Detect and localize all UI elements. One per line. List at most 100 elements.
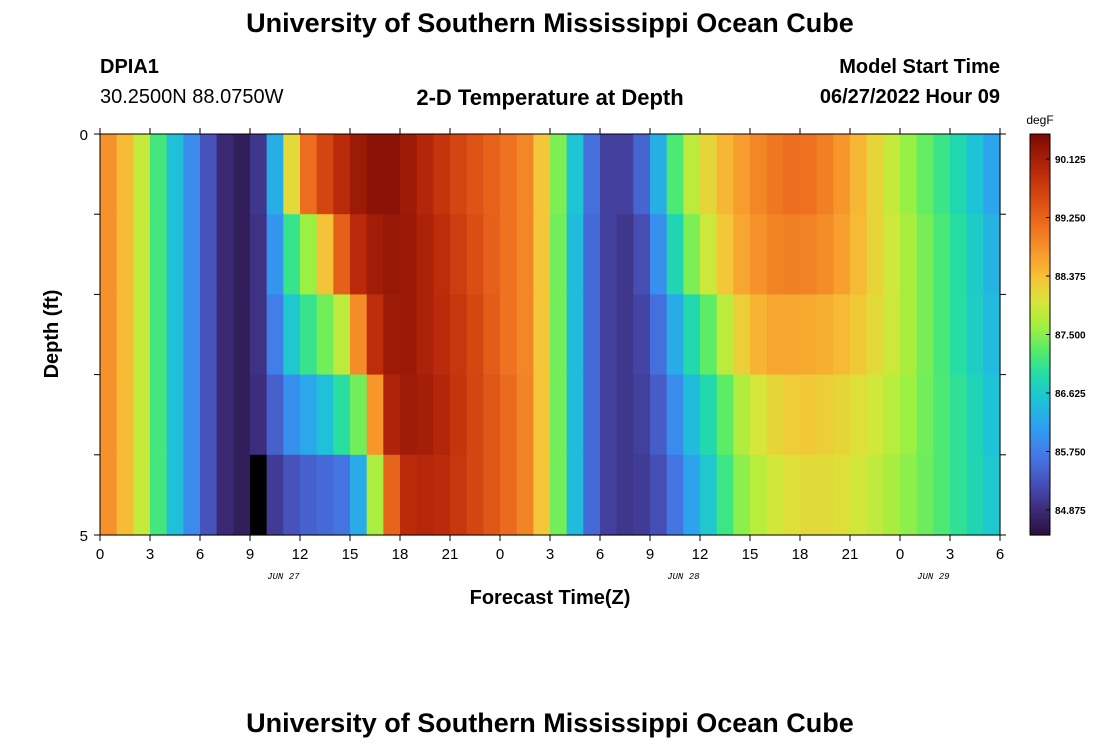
heatmap-cell (233, 214, 251, 295)
heatmap-cell (883, 134, 901, 215)
heatmap-cell (633, 134, 651, 215)
colorbar-segment (1030, 491, 1050, 496)
colorbar-segment (1030, 431, 1050, 436)
date-label: JUN 27 (267, 572, 300, 582)
colorbar-segment (1030, 297, 1050, 302)
heatmap-cell (383, 294, 401, 376)
heatmap-cell (516, 294, 534, 376)
heatmap-cell (333, 214, 351, 295)
heatmap-cell (916, 374, 934, 456)
heatmap-cell (683, 374, 701, 456)
colorbar-segment (1030, 140, 1050, 145)
colorbar-segment (1030, 474, 1050, 479)
heatmap-cell (800, 454, 818, 536)
heatmap-cell (883, 294, 901, 376)
heatmap-cell (633, 374, 651, 456)
colorbar-segment (1030, 174, 1050, 179)
heatmap-cell (566, 454, 584, 536)
heatmap-cell (600, 294, 618, 376)
heatmap-cell (683, 134, 701, 215)
heatmap-cell (983, 374, 1001, 456)
heatmap-cell (683, 294, 701, 376)
heatmap-cell (966, 214, 984, 295)
heatmap-cell (483, 214, 501, 295)
heatmap-cell (133, 294, 151, 376)
heatmap-cell (300, 374, 318, 456)
colorbar-segment (1030, 458, 1050, 463)
heatmap-cell (416, 134, 434, 215)
heatmap-cell (216, 454, 234, 536)
date-label: JUN 29 (917, 572, 950, 582)
x-tick-label: 0 (496, 546, 504, 563)
heatmap-cell (216, 214, 234, 295)
x-tick-label: 12 (692, 546, 709, 563)
colorbar-segment (1030, 511, 1050, 516)
colorbar-segment (1030, 381, 1050, 386)
heatmap-cell (200, 294, 218, 376)
date-label: JUN 28 (667, 572, 700, 582)
heatmap-cell (616, 214, 634, 295)
heatmap-cell (416, 374, 434, 456)
heatmap-cell (983, 294, 1001, 376)
colorbar-segment (1030, 424, 1050, 429)
heatmap-cell (516, 134, 534, 215)
colorbar-segment (1030, 134, 1050, 138)
heatmap-cell (133, 214, 151, 295)
heatmap-cell (750, 294, 768, 376)
colorbar-segment (1030, 230, 1050, 235)
heatmap-cell (433, 374, 451, 456)
colorbar-segment (1030, 391, 1050, 396)
heatmap-cell (250, 294, 268, 376)
x-tick-label: 12 (292, 546, 309, 563)
plot-title: 2-D Temperature at Depth (416, 85, 684, 110)
heatmap-cell (283, 374, 301, 456)
x-tick-label: 21 (442, 546, 459, 563)
x-tick-label: 0 (896, 546, 904, 563)
heatmap-cell (483, 134, 501, 215)
colorbar-units: degF (1026, 113, 1053, 127)
colorbar-segment (1030, 137, 1050, 142)
footer-title: University of Southern Mississippi Ocean… (246, 708, 854, 738)
heatmap-cell (766, 214, 784, 295)
colorbar-segment (1030, 237, 1050, 242)
heatmap-cell (883, 374, 901, 456)
heatmap-cell (433, 214, 451, 295)
colorbar-segment (1030, 448, 1050, 453)
colorbar-segment (1030, 498, 1050, 503)
model-start-label: Model Start Time (839, 56, 1000, 78)
heatmap-cell (700, 134, 718, 215)
x-tick-label: 18 (792, 546, 809, 563)
colorbar-segment (1030, 180, 1050, 185)
heatmap-cell (716, 374, 734, 456)
heatmap-cell (366, 374, 384, 456)
colorbar-segment (1030, 438, 1050, 443)
heatmap-cell (766, 294, 784, 376)
heatmap-cell (800, 214, 818, 295)
heatmap-cell (733, 294, 751, 376)
heatmap-cell (783, 374, 801, 456)
heatmap-cell (383, 134, 401, 215)
heatmap-cell (350, 294, 368, 376)
heatmap-cell-missing (250, 454, 268, 536)
heatmap-cell (866, 214, 884, 295)
x-tick-label: 9 (246, 546, 254, 563)
colorbar-segment (1030, 401, 1050, 406)
heatmap-cell (933, 374, 951, 456)
colorbar-segment (1030, 478, 1050, 483)
heatmap-cell (766, 454, 784, 536)
colorbar-segment (1030, 317, 1050, 322)
colorbar-segment (1030, 508, 1050, 513)
heatmap-cell (400, 454, 418, 536)
colorbar-segment (1030, 307, 1050, 312)
colorbar-segment (1030, 220, 1050, 225)
heatmap-cell (750, 214, 768, 295)
heatmap-cell (116, 294, 134, 376)
x-tick-label: 21 (842, 546, 859, 563)
y-tick-label: 5 (80, 528, 88, 545)
heatmap-cell (650, 374, 668, 456)
model-start-value: 06/27/2022 Hour 09 (819, 86, 1000, 108)
heatmap-cell (966, 294, 984, 376)
heatmap-cell (783, 134, 801, 215)
colorbar-segment (1030, 347, 1050, 352)
colorbar-segment (1030, 488, 1050, 493)
